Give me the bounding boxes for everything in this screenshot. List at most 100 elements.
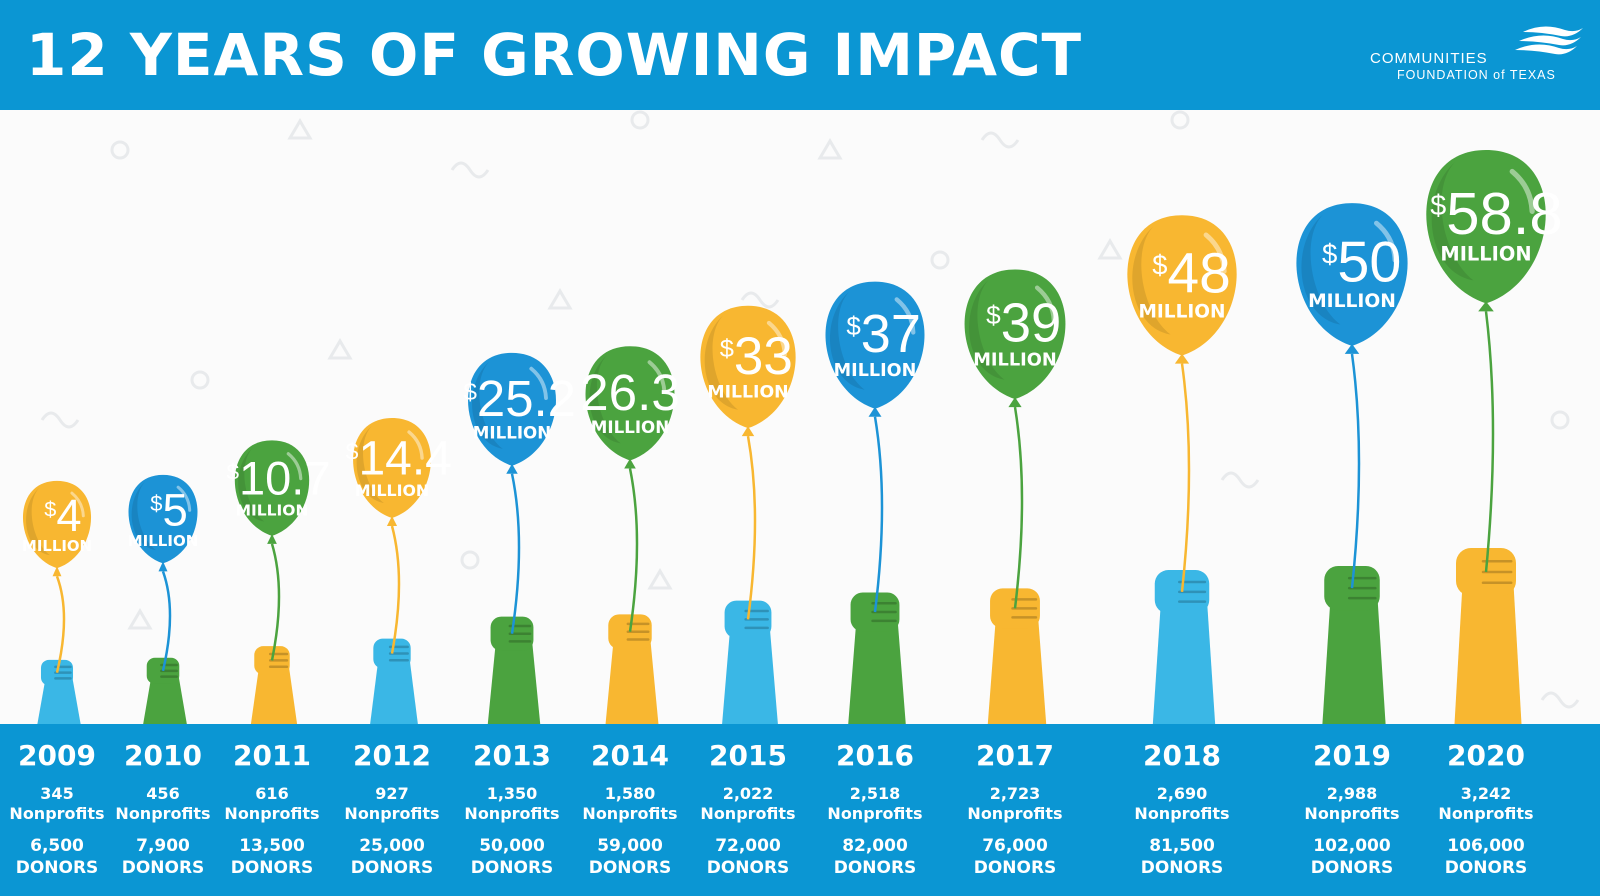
year-label: 2020 — [1447, 739, 1525, 772]
hand — [250, 646, 298, 724]
balloon-string — [873, 416, 884, 613]
confetti-shape — [450, 161, 490, 179]
donor-count: 76,000 — [982, 836, 1048, 856]
donor-count: 81,500 — [1149, 836, 1215, 856]
year-label: 2009 — [18, 739, 96, 772]
balloon-string — [1484, 311, 1495, 573]
nonprofit-count: 2,518 — [849, 784, 901, 803]
balloon-value: $33 — [720, 327, 793, 386]
balloon-unit: MILLION — [1139, 302, 1226, 323]
year-label: 2018 — [1143, 739, 1221, 772]
balloon-value: $14.4 — [346, 433, 452, 486]
nonprofit-label: Nonprofits — [9, 804, 105, 823]
balloon-value: $39 — [986, 292, 1061, 353]
balloon-knot — [506, 463, 518, 474]
balloon-highlight — [286, 452, 303, 481]
balloon-unit: MILLION — [707, 382, 788, 402]
hand — [487, 616, 541, 724]
year-label: 2011 — [233, 739, 311, 772]
donor-label: DONORS — [833, 858, 917, 878]
balloon-string — [510, 473, 521, 634]
value-number: 50 — [1337, 231, 1401, 295]
arm-sleeve — [37, 679, 81, 724]
balloon-string — [628, 468, 639, 632]
balloon-knot — [868, 406, 882, 417]
balloon-shade — [589, 355, 621, 444]
nonprofit-count: 2,690 — [1156, 784, 1208, 803]
year-label: 2013 — [473, 739, 551, 772]
hand — [605, 614, 659, 724]
confetti-shape — [1097, 238, 1123, 260]
donor-label: DONORS — [350, 858, 434, 878]
balloon-shade — [1431, 162, 1474, 281]
balloon-value: $37 — [846, 304, 920, 364]
balloon-shade — [472, 361, 503, 449]
currency-symbol: $ — [720, 335, 734, 363]
balloon-highlight — [529, 366, 548, 400]
arm-sleeve — [250, 667, 298, 724]
nonprofit-count: 3,242 — [1460, 784, 1512, 803]
currency-symbol: $ — [1322, 238, 1337, 269]
confetti-shape — [980, 131, 1020, 149]
balloon-unit: MILLION — [128, 532, 199, 550]
donor-count: 7,900 — [136, 836, 190, 856]
balloon-knot — [386, 516, 398, 526]
nonprofit-count: 1,580 — [604, 784, 656, 803]
confetti-shape — [460, 550, 480, 570]
balloon-string — [161, 571, 172, 672]
currency-symbol: $ — [1430, 190, 1446, 222]
value-number: 33 — [734, 327, 793, 386]
hand — [1322, 565, 1386, 724]
value-number: 10.7 — [239, 452, 330, 505]
confetti-shape — [630, 110, 650, 130]
confetti-shape — [1170, 110, 1190, 130]
nonprofit-label: Nonprofits — [1438, 804, 1534, 823]
balloon-unit: MILLION — [355, 481, 429, 500]
balloon-highlight — [70, 491, 85, 518]
balloon-shade — [26, 487, 50, 556]
currency-symbol: $ — [463, 379, 477, 406]
balloon-shade — [238, 448, 265, 522]
hand — [370, 638, 418, 724]
year-label: 2017 — [976, 739, 1054, 772]
logo-line-1: COMMUNITIES — [1370, 50, 1488, 67]
year-label: 2012 — [353, 739, 431, 772]
donor-count: 106,000 — [1447, 836, 1525, 856]
donor-count: 6,500 — [30, 836, 84, 856]
donor-count: 102,000 — [1313, 836, 1391, 856]
balloon-highlight — [1034, 285, 1057, 324]
balloon-string — [1013, 406, 1024, 609]
balloon-knot — [267, 533, 277, 544]
currency-symbol: $ — [226, 460, 239, 485]
balloon-string — [1350, 353, 1361, 589]
donor-label: DONORS — [588, 858, 672, 878]
arm-sleeve — [605, 640, 659, 724]
donor-label: DONORS — [973, 858, 1057, 878]
hand — [1152, 570, 1216, 724]
balloons-layer: $4MILLION$5MILLION$10.7MILLION$14.4MILLI… — [22, 150, 1563, 577]
nonprofit-label: Nonprofits — [967, 804, 1063, 823]
balloon-shade — [1301, 214, 1341, 325]
balloon-value: $10.7 — [226, 452, 330, 505]
confetti-shape — [1220, 471, 1260, 489]
balloon-knot — [624, 458, 636, 469]
nonprofit-label: Nonprofits — [344, 804, 440, 823]
year-label: 2019 — [1313, 739, 1391, 772]
donor-label: DONORS — [1140, 858, 1224, 878]
donor-label: DONORS — [706, 858, 790, 878]
confetti-shape — [190, 370, 210, 390]
balloon-shade — [969, 279, 1005, 380]
donor-count: 50,000 — [479, 836, 545, 856]
year-label: 2016 — [836, 739, 914, 772]
header-banner: 12 YEARS OF GROWING IMPACT COMMUNITIES F… — [0, 0, 1600, 110]
balloon-value: $58.8 — [1430, 180, 1562, 247]
balloon-knot — [1174, 353, 1190, 364]
balloon-value: $48 — [1152, 242, 1230, 306]
donor-label: DONORS — [230, 858, 314, 878]
balloon-value: $25.2 — [463, 370, 576, 427]
